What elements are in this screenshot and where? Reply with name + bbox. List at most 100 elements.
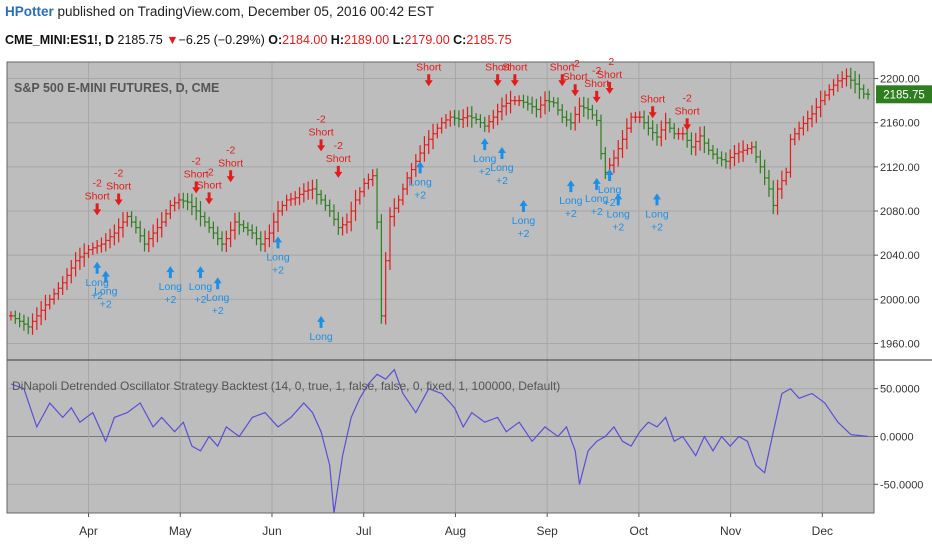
oscillator-axis-tick-label: 50.0000 — [880, 384, 920, 396]
chart-area[interactable]: 1960.00 2000.00 2040.00 2080.00 2120.00 2160.… — [0, 58, 932, 550]
long-signal[interactable]: Long+2 — [559, 180, 583, 220]
price-bar — [207, 216, 212, 233]
price-bar — [560, 104, 565, 124]
price-bar — [853, 70, 858, 94]
short-arrow-icon — [424, 74, 433, 87]
price-bar — [637, 111, 642, 124]
short-signal-label: -2 — [605, 58, 614, 68]
price-bar — [133, 216, 138, 234]
price-bar — [155, 218, 160, 243]
price-bar — [254, 226, 259, 246]
long-signal[interactable]: Long+2 — [266, 236, 290, 276]
price-bar — [353, 190, 358, 221]
price-bar — [245, 222, 250, 236]
short-signal-label: Short — [640, 93, 665, 105]
price-bar — [336, 211, 341, 235]
price-value: 2185.75 — [117, 33, 163, 47]
published-text: published on TradingView.com, December 0… — [57, 4, 435, 19]
price-bar — [198, 201, 203, 227]
short-arrow-icon — [683, 118, 692, 131]
price-bar — [52, 288, 57, 305]
long-signal[interactable]: Long+2 — [490, 146, 514, 187]
long-signal[interactable]: Long+2 — [408, 161, 432, 201]
short-arrow-icon — [334, 165, 343, 178]
long-signal[interactable]: Long+2 — [473, 138, 497, 178]
long-signal-label: +2 — [496, 175, 508, 187]
long-signal[interactable]: Long+2 — [512, 199, 536, 240]
long-signal-label: +2 — [272, 264, 284, 276]
price-bar — [112, 224, 117, 246]
short-signal-label: -2 — [592, 65, 601, 77]
long-signal[interactable]: Long+2 — [598, 169, 622, 209]
price-bar — [280, 200, 285, 216]
low-label: L: — [392, 33, 405, 47]
oscillator-axis-tick-label: 0.0000 — [880, 432, 914, 444]
long-signal[interactable]: Long+2 — [85, 261, 109, 302]
long-arrow-icon — [652, 193, 661, 206]
price-bar — [732, 144, 737, 167]
symbol-label[interactable]: CME_MINI:ES1!, D — [5, 33, 115, 47]
price-bar — [431, 123, 436, 150]
short-signal[interactable]: Short — [485, 61, 510, 87]
price-bar — [866, 88, 870, 100]
price-bar — [818, 90, 823, 118]
price-bar — [676, 127, 681, 140]
short-signal[interactable]: Short — [416, 61, 441, 87]
price-bar — [680, 127, 685, 141]
price-bar — [400, 183, 405, 206]
long-signal-label: +2 — [194, 294, 206, 306]
change-value: −6.25 (−0.29%) — [178, 33, 265, 47]
long-signal[interactable]: Long+2 — [159, 266, 183, 306]
long-arrow-icon — [566, 180, 575, 193]
long-signal[interactable]: Long+2 — [607, 193, 631, 233]
price-bar — [474, 113, 479, 125]
short-signal-label: -2 — [192, 155, 201, 167]
price-bar — [323, 194, 328, 211]
author-link[interactable]: HPotter — [5, 4, 54, 19]
price-bar — [715, 148, 720, 164]
long-signal[interactable]: Long+2 — [645, 193, 669, 233]
short-arrow-icon — [317, 139, 326, 152]
long-signal[interactable]: Long+2 — [206, 277, 230, 317]
price-axis-tick-label: 2000.00 — [880, 294, 920, 306]
long-signal[interactable]: Long+2 — [189, 266, 213, 306]
price-bar — [482, 116, 487, 132]
long-signal-label: +2 — [591, 206, 603, 218]
price-bar — [538, 96, 543, 119]
long-signal[interactable]: Long — [309, 315, 333, 343]
price-bar — [267, 224, 272, 248]
long-signal-label: Long — [607, 208, 631, 220]
price-axis-tick-label: 1960.00 — [880, 338, 920, 350]
month-axis-label: Jul — [356, 524, 371, 538]
short-signal[interactable]: Short — [640, 93, 665, 119]
close-value: 2185.75 — [466, 33, 512, 47]
price-bar — [555, 97, 560, 116]
price-bar — [392, 198, 397, 227]
long-signal-label: Long — [94, 286, 118, 298]
price-bar — [357, 187, 362, 205]
long-signal[interactable]: Long+2 — [585, 177, 609, 218]
price-bar — [263, 230, 268, 253]
price-bar — [633, 111, 638, 123]
price-bar — [443, 113, 448, 129]
price-bar — [568, 112, 573, 130]
low-value: 2179.00 — [404, 33, 450, 47]
long-signal[interactable]: Long+2 — [94, 270, 118, 311]
price-bar — [491, 109, 496, 129]
price-bar — [840, 71, 845, 89]
price-bar — [461, 109, 466, 129]
price-bar — [762, 159, 767, 186]
